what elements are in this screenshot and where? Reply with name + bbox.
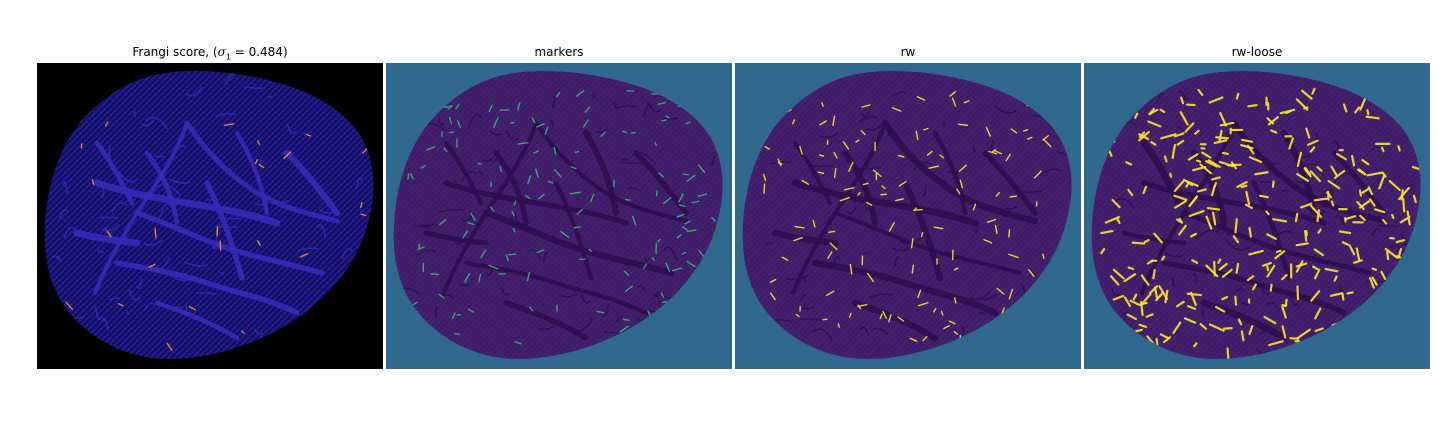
panel-title-rw: rw xyxy=(735,45,1081,59)
frangi-score-image xyxy=(37,63,383,369)
panel-title-markers: markers xyxy=(386,45,732,59)
rw-image xyxy=(735,63,1081,369)
rw-loose-image xyxy=(1084,63,1430,369)
markers-image xyxy=(386,63,732,369)
panel-title-rw-loose: rw-loose xyxy=(1084,45,1430,59)
panel-title-frangi: Frangi score, (σ1 = 0.484) xyxy=(37,45,383,61)
